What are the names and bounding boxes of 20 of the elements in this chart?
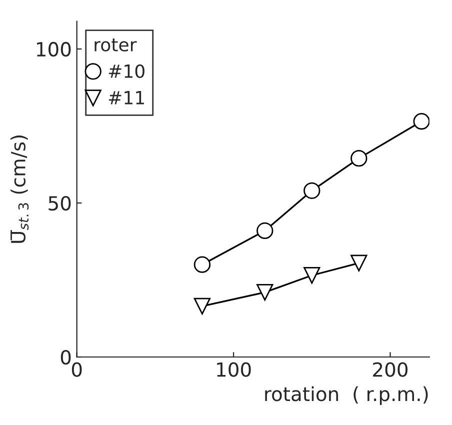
- x-tick-label: 200: [373, 362, 408, 377]
- legend-label: #11: [108, 91, 144, 104]
- point: [350, 254, 368, 272]
- y-axis-title: U̅$_{st.3}$ (cm/s): [10, 136, 29, 243]
- point: [304, 267, 320, 284]
- point: [194, 298, 211, 315]
- x-axis-title: rotation ( r.p.m.): [265, 386, 428, 406]
- point: [304, 182, 320, 199]
- point: [256, 222, 274, 240]
- y-tick-label: 100: [37, 42, 71, 57]
- x-tick-label: 0: [72, 362, 82, 377]
- legend-label: #10: [108, 64, 144, 78]
- x-tick-label: 100: [217, 362, 251, 377]
- point: [413, 113, 430, 130]
- legend-title: roter: [94, 38, 137, 52]
- point: [350, 150, 368, 167]
- y-tick-label: 50: [48, 196, 71, 211]
- point: [194, 256, 211, 273]
- point: [256, 284, 274, 301]
- y-tick-label: 0: [60, 350, 71, 365]
